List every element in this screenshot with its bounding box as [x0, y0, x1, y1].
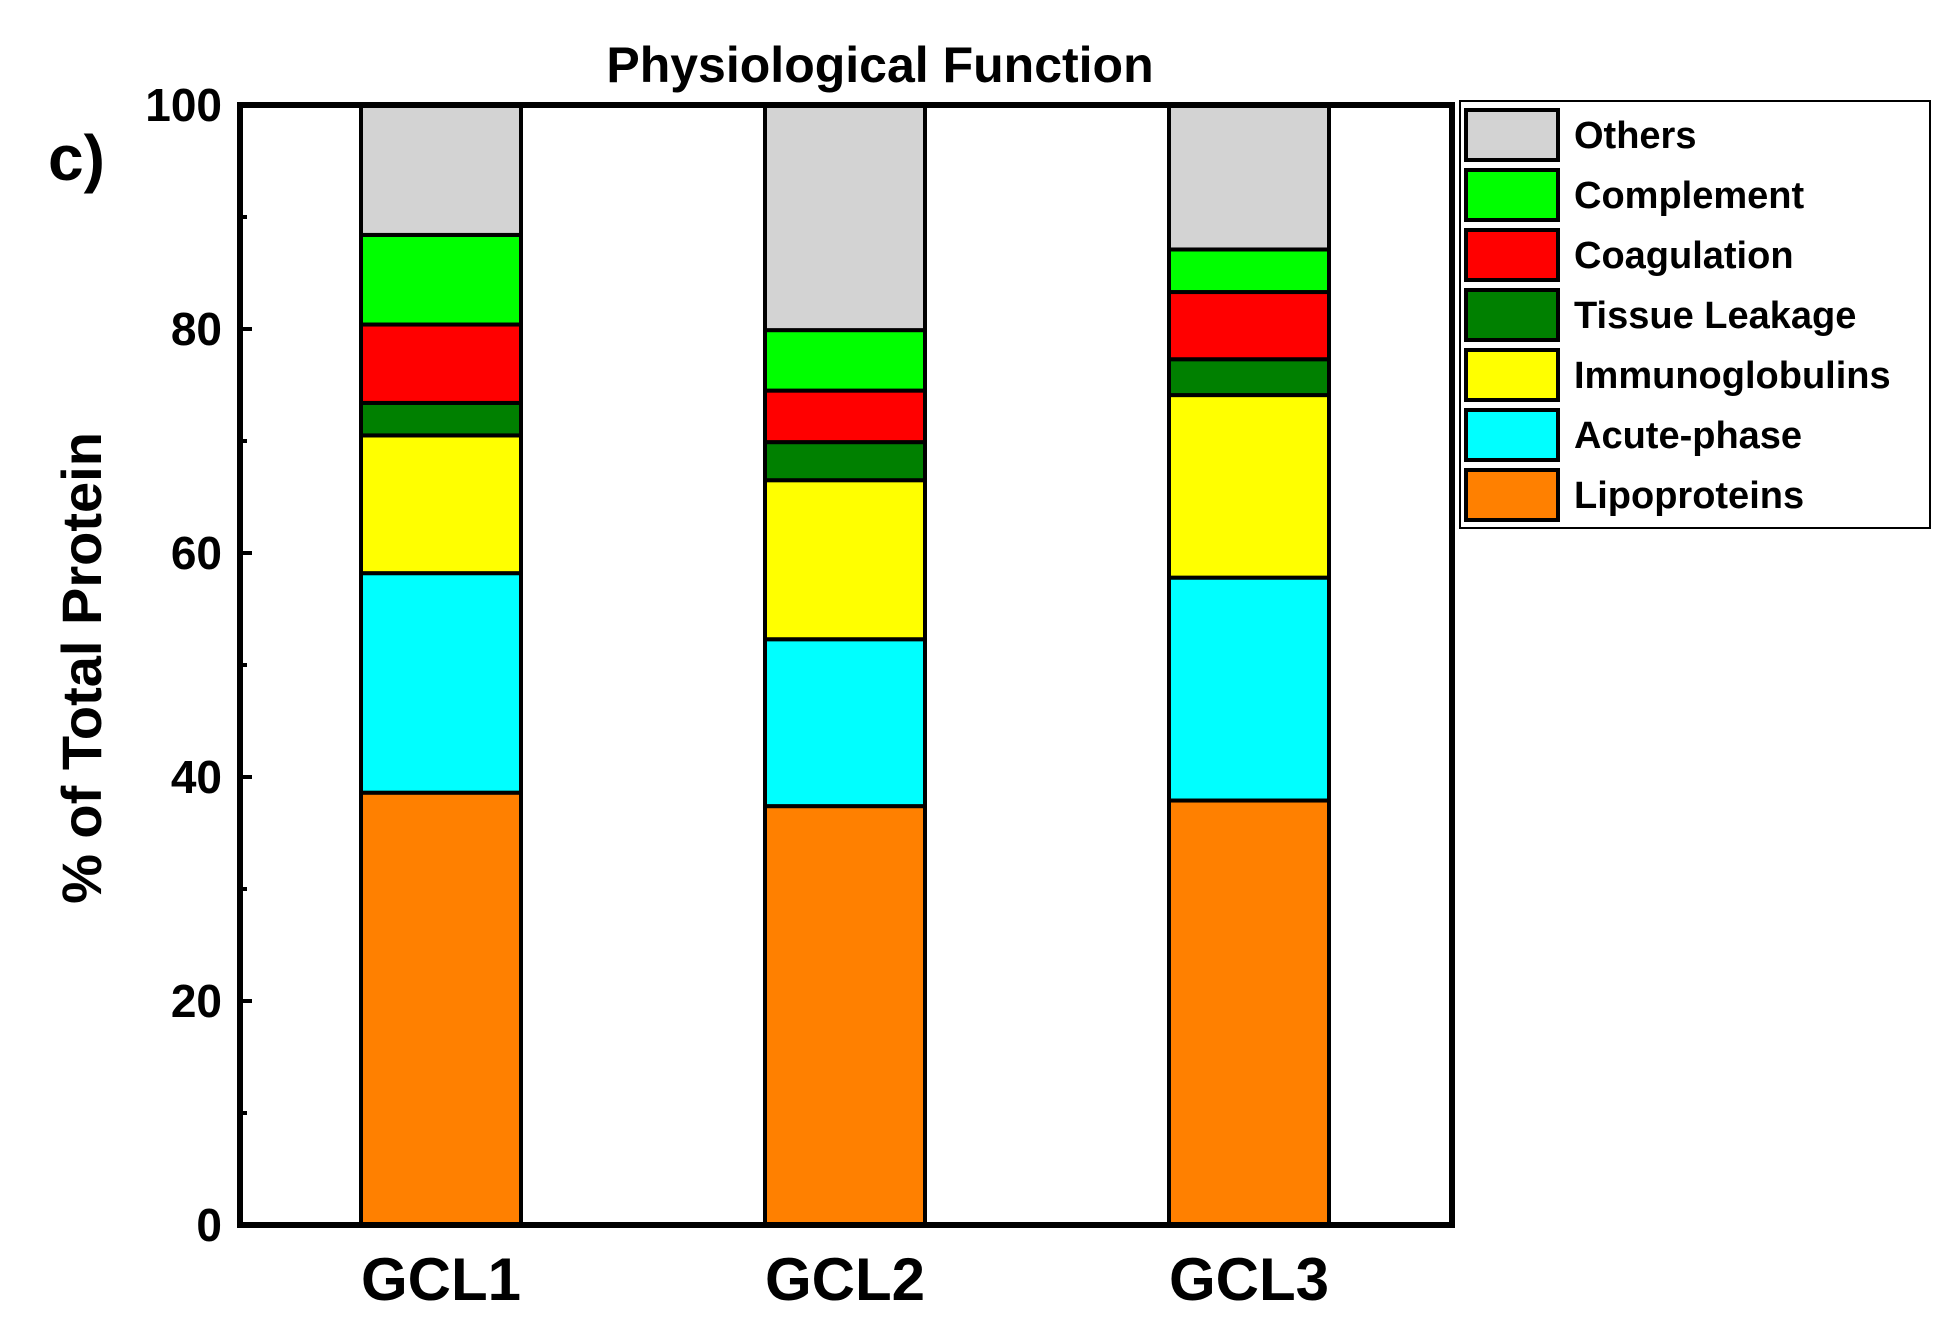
x-tick-label-gcl2: GCL2 — [765, 1246, 925, 1313]
panel-label: c) — [48, 122, 105, 194]
legend-swatch-coagulation — [1464, 228, 1560, 282]
y-tick-label: 100 — [145, 79, 222, 131]
legend-label-acute-phase: Acute-phase — [1574, 415, 1802, 457]
bar-others-gcl1 — [359, 103, 523, 237]
y-tick-label: 20 — [171, 975, 222, 1027]
legend-label-tissue-leakage: Tissue Leakage — [1574, 295, 1856, 337]
legend-label-coagulation: Coagulation — [1574, 235, 1794, 277]
bar-coagulation-gcl1 — [359, 322, 523, 405]
chart-title: Physiological Function — [606, 37, 1153, 93]
bar-acute-phase-gcl1 — [359, 571, 523, 795]
bar-complement-gcl2 — [763, 328, 927, 393]
legend-label-lipoproteins: Lipoproteins — [1574, 475, 1804, 517]
y-tick-label: 40 — [171, 751, 222, 803]
legend-label-others: Others — [1574, 115, 1696, 157]
legend-swatch-immunoglobulins — [1464, 348, 1560, 402]
bars-layer — [359, 103, 1331, 1228]
legend-label-complement: Complement — [1574, 175, 1804, 217]
x-tick-label-gcl3: GCL3 — [1169, 1246, 1329, 1313]
y-tick-label: 80 — [171, 303, 222, 355]
bar-complement-gcl3 — [1167, 247, 1331, 295]
bar-coagulation-gcl3 — [1167, 290, 1331, 362]
bar-acute-phase-gcl3 — [1167, 575, 1331, 803]
bar-lipoproteins-gcl3 — [1167, 798, 1331, 1228]
bar-tissue-leakage-gcl2 — [763, 440, 927, 483]
legend-swatch-tissue-leakage — [1464, 288, 1560, 342]
bar-others-gcl3 — [1167, 103, 1331, 252]
x-axis: GCL1 GCL2 GCL3 — [361, 1246, 1329, 1313]
legend-label-immunoglobulins: Immunoglobulins — [1574, 355, 1891, 397]
legend-swatch-complement — [1464, 168, 1560, 222]
bar-complement-gcl1 — [359, 232, 523, 327]
legend-swatch-lipoproteins — [1464, 468, 1560, 522]
bar-immunoglobulins-gcl1 — [359, 433, 523, 576]
y-tick-label: 0 — [196, 1199, 222, 1251]
y-tick-label: 60 — [171, 527, 222, 579]
x-tick-label-gcl1: GCL1 — [361, 1246, 521, 1313]
y-axis: 0 20 40 60 80 100 — [145, 79, 252, 1251]
bar-lipoproteins-gcl1 — [359, 790, 523, 1227]
y-axis-label: % of Total Protein — [50, 432, 113, 904]
legend: Others Complement Coagulation Tissue Leakag… — [1459, 100, 1931, 529]
legend-swatch-others — [1464, 108, 1560, 162]
bar-coagulation-gcl2 — [763, 388, 927, 445]
bar-immunoglobulins-gcl2 — [763, 478, 927, 642]
bar-tissue-leakage-gcl3 — [1167, 357, 1331, 398]
bar-lipoproteins-gcl2 — [763, 804, 927, 1227]
bar-others-gcl2 — [763, 103, 927, 333]
legend-swatch-acute-phase — [1464, 408, 1560, 462]
bar-acute-phase-gcl2 — [763, 637, 927, 809]
bar-tissue-leakage-gcl1 — [359, 400, 523, 438]
bar-immunoglobulins-gcl3 — [1167, 393, 1331, 580]
